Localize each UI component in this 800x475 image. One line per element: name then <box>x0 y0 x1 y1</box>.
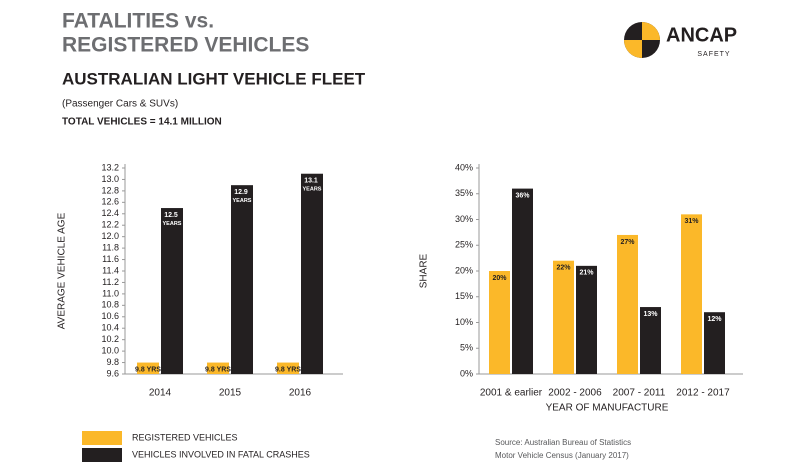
logo-mark <box>624 40 642 58</box>
y-tick-label: 11.0 <box>102 288 119 298</box>
y-tick-label: 40% <box>455 162 473 172</box>
x-tick-label: 2002 - 2006 <box>548 388 602 399</box>
total: TOTAL VEHICLES = 14.1 MILLION <box>62 117 222 128</box>
value-label: 9.8 YRS <box>135 366 161 373</box>
bar <box>640 307 661 374</box>
bar <box>489 271 510 374</box>
value-label: 21% <box>579 270 594 277</box>
y-tick-label: 12.6 <box>101 197 119 207</box>
bar <box>704 312 725 374</box>
y-tick-label: 12.4 <box>101 208 119 218</box>
x-tick-label: 2014 <box>149 388 172 399</box>
y-tick-label: 5% <box>460 343 473 353</box>
value-label: 9.8 YRS <box>275 366 301 373</box>
x-tick-label: 2007 - 2011 <box>613 388 666 399</box>
logo: ANCAP SAFETY <box>624 22 737 58</box>
logo-tagline: SAFETY <box>697 51 730 58</box>
value-label: 13% <box>643 311 658 318</box>
y-tick-label: 10% <box>455 317 473 327</box>
bar <box>681 214 702 374</box>
y-tick-label: 9.6 <box>106 368 119 378</box>
value-label: 12.9 YEARS <box>233 189 252 205</box>
y-tick-label: 13.0 <box>101 174 119 184</box>
source: Source: Australian Bureau of Statistics <box>495 438 631 447</box>
y-tick-label: 11.8 <box>102 242 119 252</box>
value-label: 36% <box>515 192 530 199</box>
y-tick-label: 13.2 <box>101 162 119 172</box>
title-line: FATALITIES vs. <box>62 10 214 33</box>
legend-swatch <box>82 448 122 462</box>
y-tick-label: 11.2 <box>102 277 119 287</box>
legend-label: VEHICLES INVOLVED IN FATAL CRASHES <box>132 449 310 459</box>
y-tick-label: 10.4 <box>101 323 119 333</box>
x-tick-label: 2001 & earlier <box>480 388 543 399</box>
value-label: 12% <box>707 316 722 323</box>
bar <box>512 188 533 374</box>
y-tick-label: 11.4 <box>102 265 119 275</box>
source: Motor Vehicle Census (January 2017) <box>495 451 629 460</box>
bar <box>301 173 323 374</box>
note: (Passenger Cars & SUVs) <box>62 99 178 110</box>
value-label: 27% <box>620 239 635 246</box>
value-label: 20% <box>492 275 507 282</box>
y-axis-label: AVERAGE VEHICLE AGE <box>57 212 68 329</box>
logo-mark <box>642 22 660 40</box>
bar <box>161 208 183 374</box>
y-tick-label: 10.8 <box>101 300 119 310</box>
bar <box>576 265 597 374</box>
y-tick-label: 12.8 <box>101 185 119 195</box>
subtitle: AUSTRALIAN LIGHT VEHICLE FLEET <box>62 69 366 88</box>
legend-label: REGISTERED VEHICLES <box>132 432 238 442</box>
y-tick-label: 12.2 <box>101 220 119 230</box>
title-line: REGISTERED VEHICLES <box>62 34 309 57</box>
value-label: 12.5 YEARS <box>163 212 182 228</box>
bar <box>231 185 253 374</box>
y-axis-label: SHARE <box>419 253 430 288</box>
y-tick-label: 20% <box>455 265 473 275</box>
x-axis-label: YEAR OF MANUFACTURE <box>546 403 669 414</box>
value-label: 9.8 YRS <box>205 366 231 373</box>
y-tick-label: 10.6 <box>101 311 119 321</box>
x-tick-label: 2015 <box>219 388 242 399</box>
bar <box>277 362 299 374</box>
legend-swatch <box>82 431 122 445</box>
value-label: 22% <box>556 265 571 272</box>
x-tick-label: 2012 - 2017 <box>676 388 730 399</box>
y-tick-label: 25% <box>455 240 473 250</box>
bar <box>617 234 638 374</box>
y-tick-label: 10.0 <box>101 345 119 355</box>
logo-name: ANCAP <box>666 24 737 46</box>
x-tick-label: 2016 <box>289 388 312 399</box>
value-label: 31% <box>684 218 699 225</box>
y-tick-label: 35% <box>455 188 473 198</box>
bar <box>207 362 229 374</box>
y-tick-label: 30% <box>455 214 473 224</box>
y-tick-label: 15% <box>455 291 473 301</box>
value-label: 13.1 YEARS <box>303 178 322 194</box>
y-tick-label: 12.0 <box>101 231 119 241</box>
y-tick-label: 9.8 <box>106 357 119 367</box>
y-tick-label: 11.6 <box>102 254 119 264</box>
bar <box>553 260 574 374</box>
bar <box>137 362 159 374</box>
y-tick-label: 10.2 <box>101 334 119 344</box>
y-tick-label: 0% <box>460 368 473 378</box>
